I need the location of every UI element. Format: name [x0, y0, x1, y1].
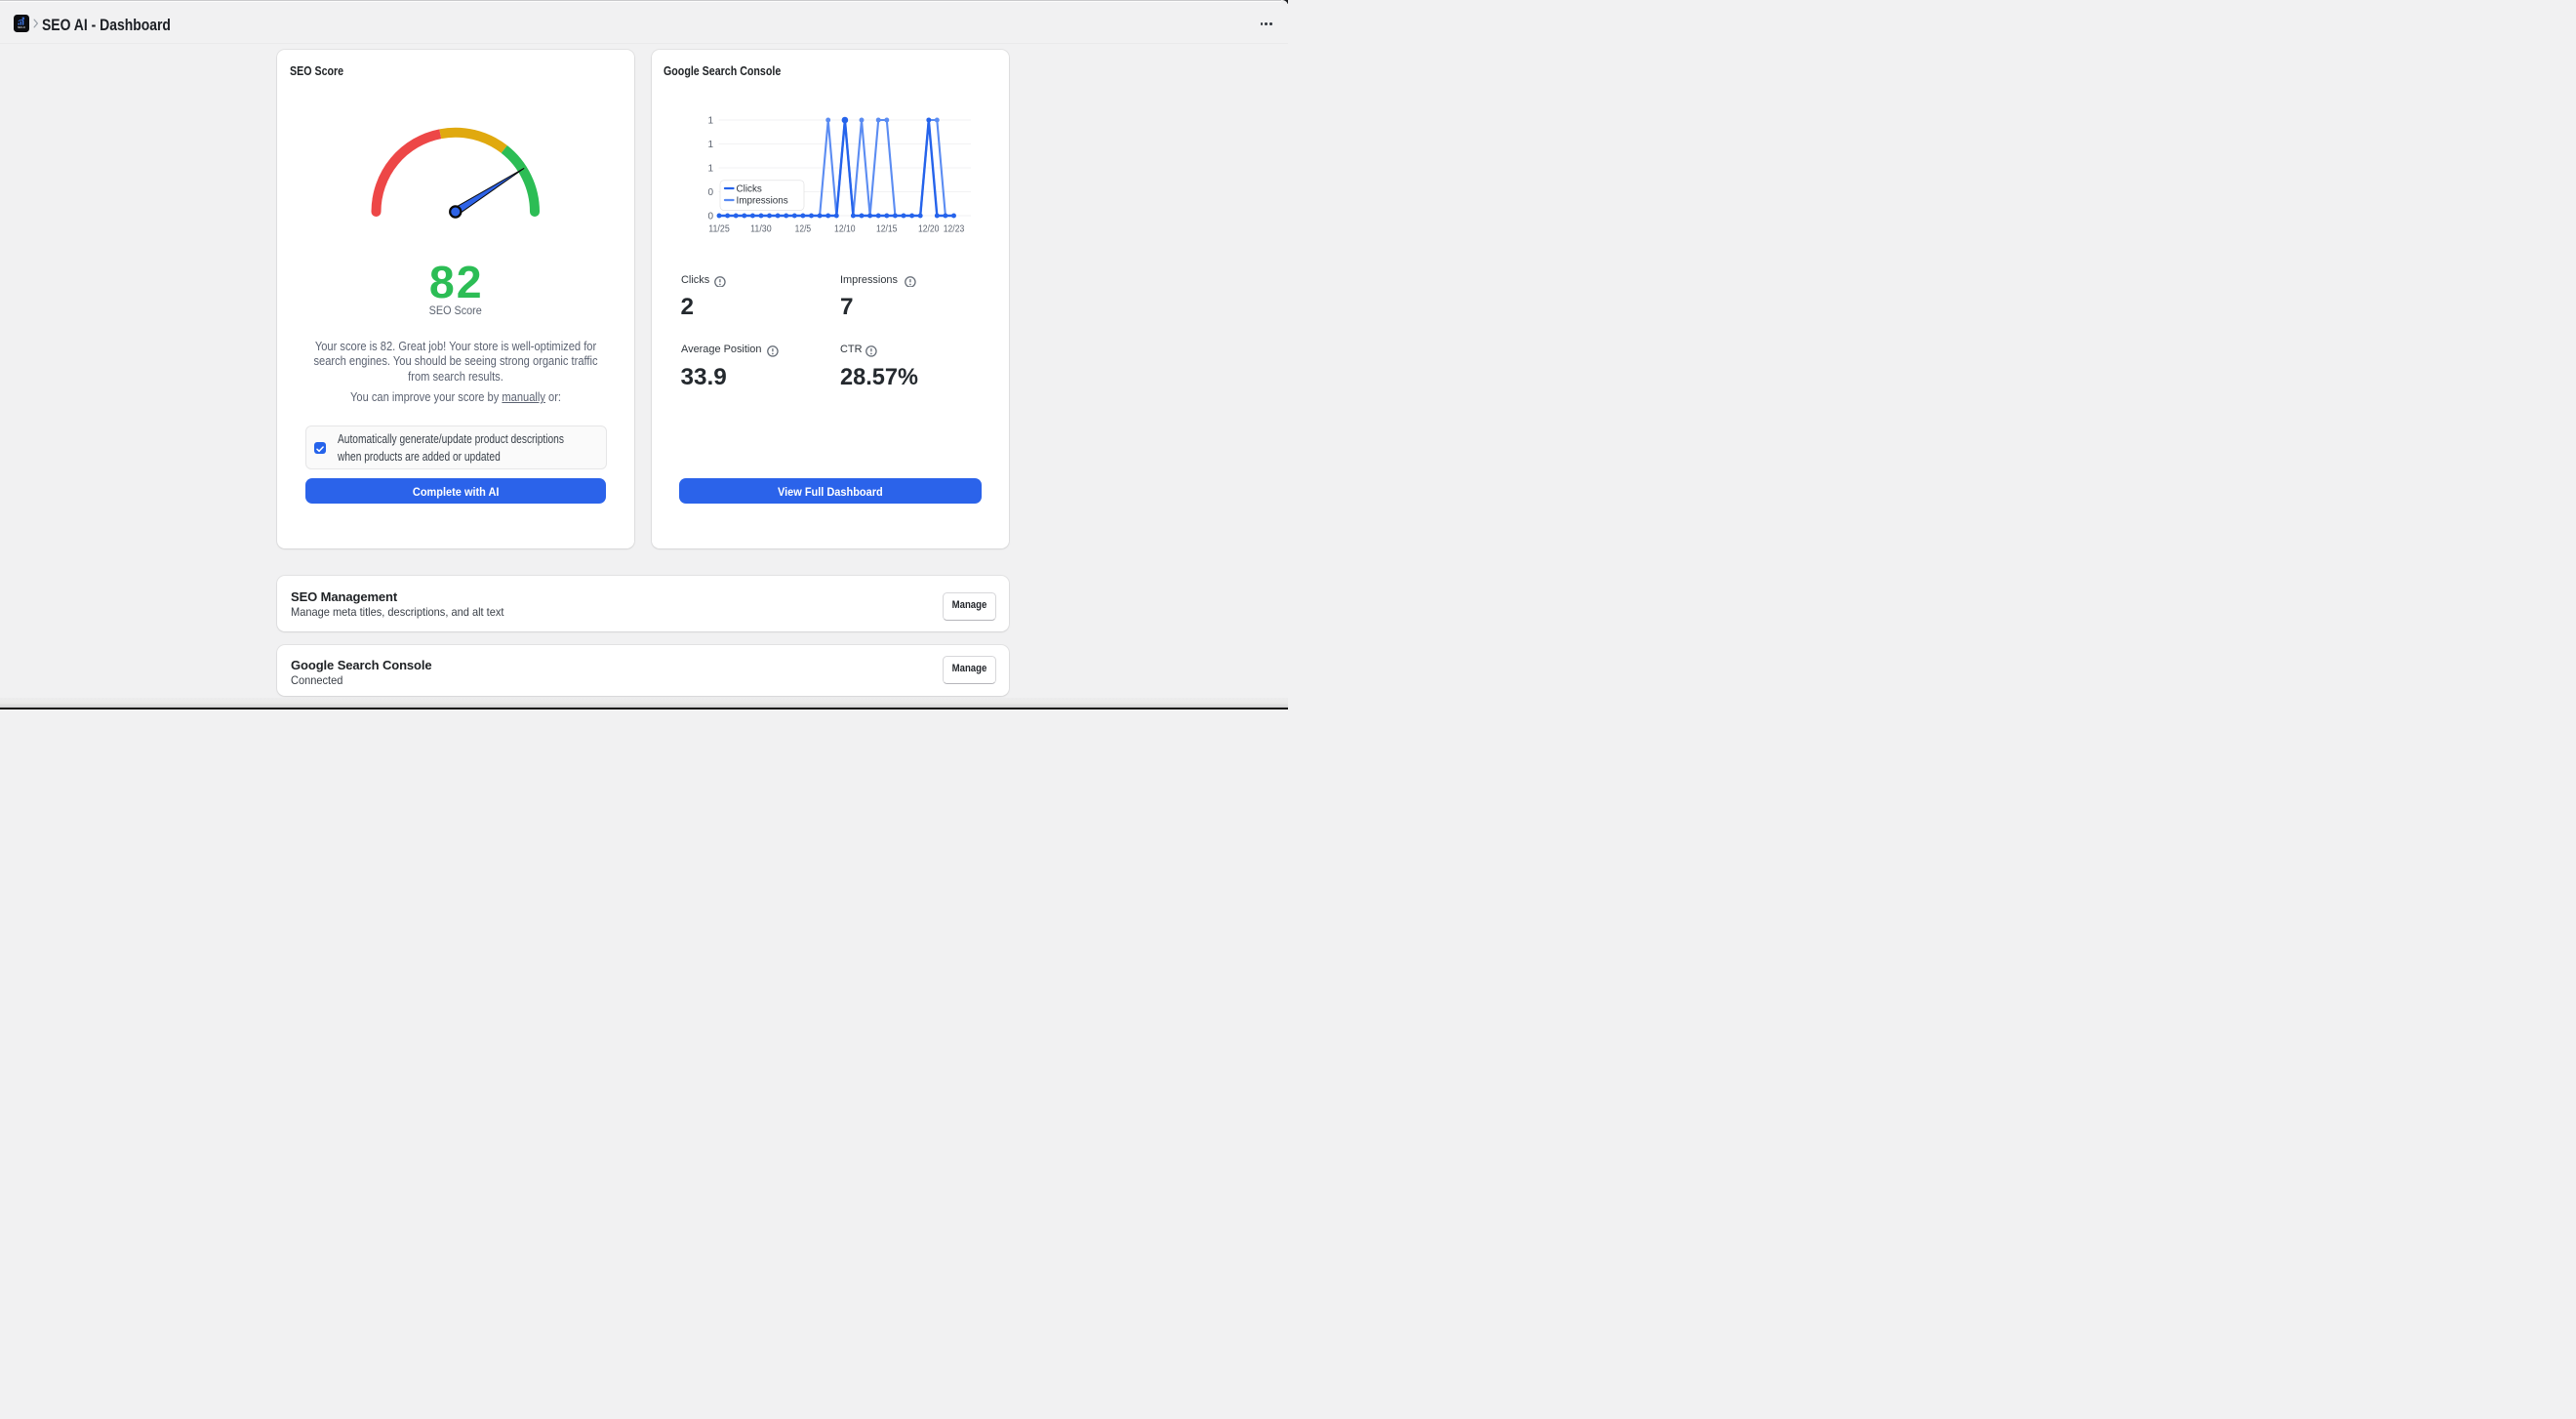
svg-text:11/25: 11/25 [708, 224, 730, 235]
svg-text:0: 0 [707, 212, 713, 223]
svg-text:0: 0 [707, 187, 713, 198]
svg-text:1: 1 [707, 116, 713, 127]
svg-text:12/15: 12/15 [876, 224, 898, 235]
svg-text:12/20: 12/20 [918, 224, 940, 235]
svg-text:1: 1 [707, 140, 713, 150]
svg-text:12/23: 12/23 [944, 224, 965, 235]
svg-text:Clicks: Clicks [737, 183, 762, 194]
svg-text:12/10: 12/10 [834, 224, 856, 235]
svg-text:Impressions: Impressions [737, 195, 788, 206]
svg-text:SEO AI: SEO AI [18, 26, 25, 29]
svg-text:12/5: 12/5 [795, 224, 812, 235]
svg-text:1: 1 [707, 164, 713, 175]
svg-text:11/30: 11/30 [750, 224, 772, 235]
